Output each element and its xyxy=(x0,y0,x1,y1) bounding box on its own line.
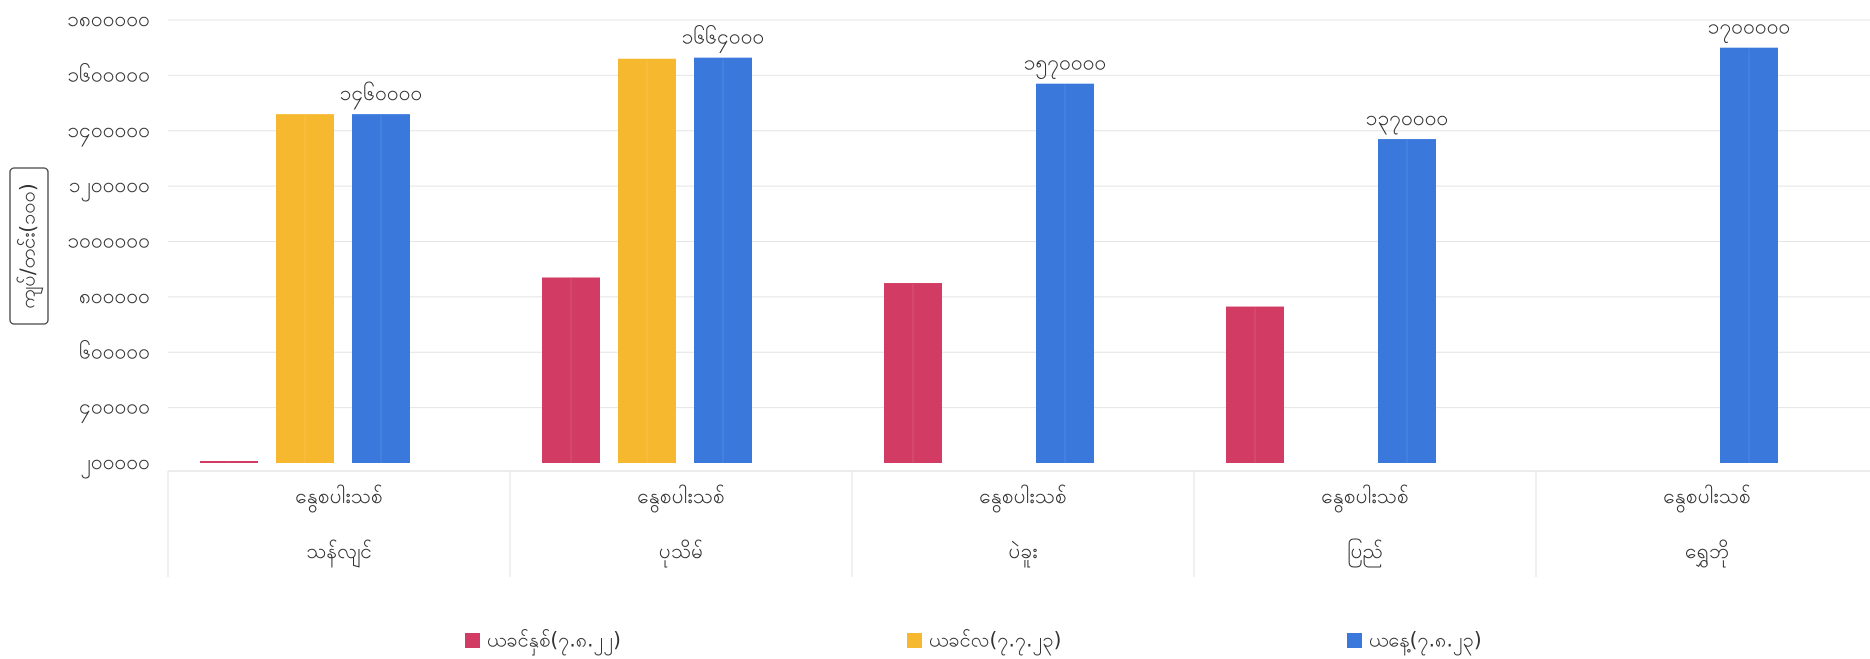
y-tick-label: ၁၂၀၀၀၀၀ xyxy=(69,173,150,202)
bar xyxy=(618,58,676,463)
category-labels: နွေစပါးသစ်သန်လျင် နွေစပါးသစ်ပုသိမ် နွေစပါး… xyxy=(295,483,1751,568)
bar xyxy=(1036,83,1094,464)
bar xyxy=(694,57,752,463)
bars xyxy=(200,47,1778,464)
bar xyxy=(1720,47,1778,463)
category-label-bottom: ရွှေဘို xyxy=(1685,538,1729,568)
legend-swatch xyxy=(465,633,480,648)
y-axis-title: ကျပ်/တင်း(၁၀၀) xyxy=(9,167,49,325)
y-tick-label: ၄၀၀၀၀၀ xyxy=(79,395,150,424)
legend: ယခင်နှစ်(၇.၈.၂၂) ယခင်လ(၇.၇.၂၃) ယနေ့(၇.၈.၂၃… xyxy=(465,628,1482,656)
bar xyxy=(884,283,942,463)
category-table-lines xyxy=(167,470,1870,577)
category-label-bottom: ပုသိမ် xyxy=(659,538,703,568)
y-tick-label: ၁၄၀၀၀၀၀ xyxy=(67,118,150,147)
gridlines xyxy=(168,19,1870,409)
data-label: ၁၇၀၀၀၀၀ xyxy=(1708,15,1791,44)
bar xyxy=(200,461,258,463)
y-tick-label: ၁၀၀၀၀၀၀ xyxy=(67,229,150,253)
category-label-top: နွေစပါးသစ် xyxy=(295,483,383,514)
y-tick-label: ၆၀၀၀၀၀ xyxy=(79,338,150,363)
bar xyxy=(276,114,334,463)
category-label-bottom: သန်လျင် xyxy=(306,538,372,568)
category-label-top: နွေစပါးသစ် xyxy=(979,483,1067,514)
bar xyxy=(352,114,410,463)
category-label-bottom: ပြည် xyxy=(1347,537,1383,568)
legend-swatch xyxy=(907,633,922,648)
legend-label: ယခင်လ(၇.၇.၂၃) xyxy=(929,628,1061,656)
category-label-bottom: ပဲခူး xyxy=(1008,539,1037,568)
data-label: ၁၆၆၄၀၀၀ xyxy=(682,24,765,54)
y-axis-ticks: ၂၀၀၀၀၀ ၄၀၀၀၀၀ ၆၀၀၀၀၀ ၈၀၀၀၀၀ ၁၀၀၀၀၀၀ ၁၂၀၀၀၀၀ ၁၄… xyxy=(67,7,150,479)
category-label-top: နွေစပါးသစ် xyxy=(1663,483,1751,514)
y-axis-title-text: ကျပ်/တင်း(၁၀၀) xyxy=(16,183,44,308)
legend-label: ယနေ့(၇.၈.၂၃) xyxy=(1369,628,1482,656)
bar xyxy=(542,277,600,463)
category-label-top: နွေစပါးသစ် xyxy=(637,483,725,514)
legend-swatch xyxy=(1347,633,1362,648)
data-label: ၁၄၆၀၀၀၀ xyxy=(340,80,423,110)
category-label-top: နွေစပါးသစ် xyxy=(1321,483,1409,514)
y-axis-title-box xyxy=(9,167,49,325)
legend-label: ယခင်နှစ်(၇.၈.၂၂) xyxy=(487,628,621,656)
y-tick-label: ၈၀၀၀၀၀ xyxy=(79,284,150,308)
y-tick-label: ၁၈၀၀၀၀၀ xyxy=(67,7,150,31)
bar xyxy=(1378,139,1436,463)
y-tick-label: ၁၆၀၀၀၀၀ xyxy=(67,61,150,86)
y-tick-label: ၂၀၀၀၀၀ xyxy=(81,450,150,479)
bar xyxy=(1226,306,1284,463)
